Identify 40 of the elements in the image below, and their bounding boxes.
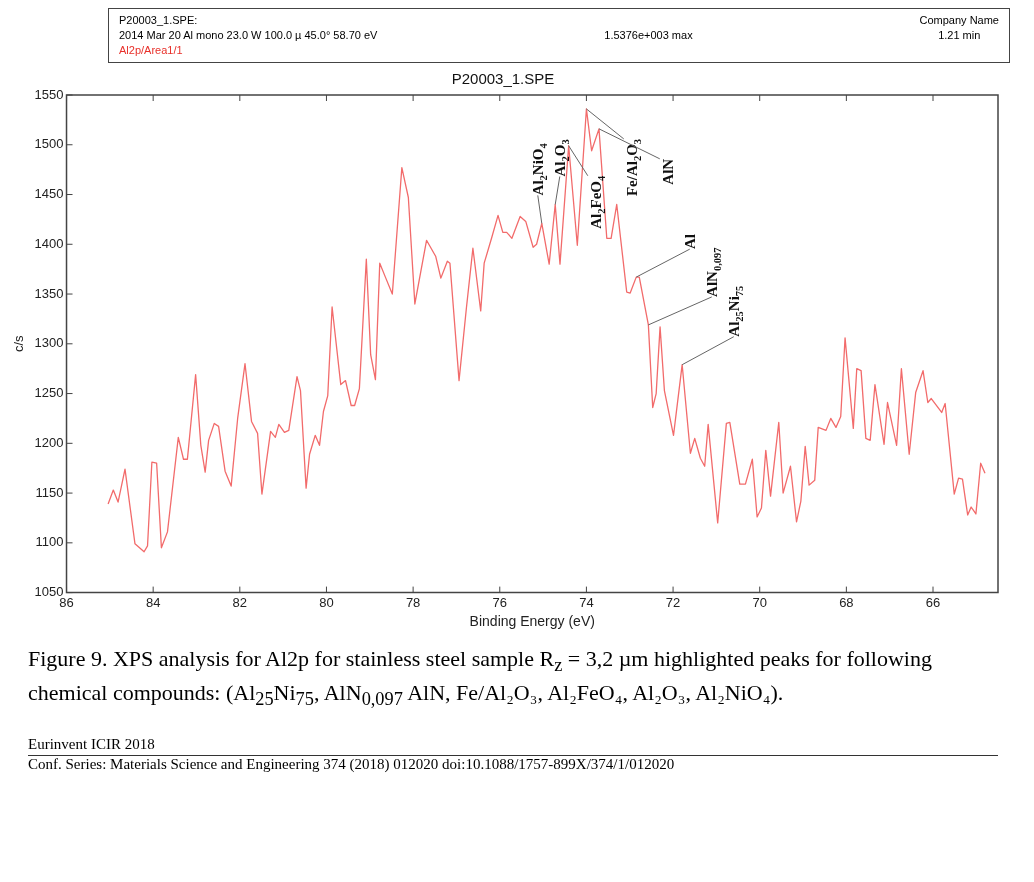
y-tick-label: 1250 (34, 385, 64, 401)
text: 2014 Mar 20 Al mono 23.0 W 100.0 µ 45.0° 58.70 eV (119, 28, 378, 43)
y-tick-label: 1400 (34, 235, 64, 251)
annotation: Al2FeO4 (587, 175, 608, 229)
x-tick-label: 80 (319, 594, 334, 610)
y-tick-label: 1150 (35, 484, 64, 500)
text: P20003_1.SPE: (119, 13, 199, 28)
chart-title: P20003_1.SPE (451, 70, 555, 88)
y-tick-label: 1300 (34, 335, 64, 351)
text: 1.5376e+003 max (604, 28, 693, 43)
x-tick-label: 68 (839, 594, 854, 610)
x-tick-label: 78 (405, 594, 421, 610)
x-tick-label: 72 (665, 594, 681, 610)
text: 1.21 min (937, 28, 982, 43)
text: Conf. Series: Materials Science and Engineering 374 (2018) 012020 doi:10.1088/1757-899X/374/1/012020 (28, 754, 998, 773)
annotation: Al (681, 234, 698, 250)
text: Figure 9. XPS analysis for Al2p for stainless steel sample R$_{z}$ = 3,2 µm highlighted peaks for following chemical compounds: (Al$_{25}$Ni$_{75}$, AlN$_{0,097}$ AlN, Fe/Al₂O₃, Al₂FeO₄, Al₂O₃, Al₂NiO₄). (28, 646, 932, 710)
x-tick-label: 82 (232, 594, 248, 610)
annotation: Al25Ni75 (725, 285, 746, 337)
y-axis-title: c/s (11, 335, 27, 353)
x-tick-label: 84 (145, 594, 161, 610)
x-axis-title: Binding Energy (eV) (469, 613, 595, 630)
annotation: Al2NiO4 (529, 142, 550, 196)
text: Eurinvent ICIR 2018 (28, 735, 156, 753)
x-tick-label: 76 (492, 594, 507, 610)
x-tick-label: 74 (579, 594, 594, 610)
annotation: Al2O3 (551, 139, 572, 177)
y-tick-label: 1550 (34, 86, 64, 102)
annotation: Fe/Al2O3 (623, 138, 644, 197)
y-tick-label: 1200 (34, 434, 64, 450)
x-tick-label: 66 (925, 594, 941, 610)
y-tick-label: 1100 (35, 534, 64, 550)
annotation: AlN (659, 158, 676, 185)
text: Al2p/Area1/1 (119, 43, 184, 58)
annotation: AlN0,097 (703, 247, 724, 297)
y-tick-label: 1450 (34, 186, 64, 202)
y-tick-label: 1350 (34, 285, 64, 301)
x-tick-label: 70 (752, 594, 767, 610)
y-tick-label: 1500 (34, 136, 64, 152)
text: Company Name (919, 13, 999, 28)
